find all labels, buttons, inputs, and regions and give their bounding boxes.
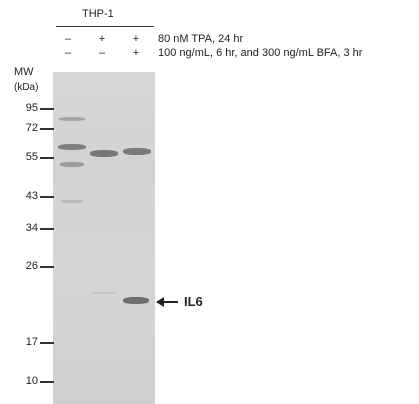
- band: [59, 117, 85, 121]
- mw-marker-label: 26: [25, 260, 38, 272]
- mw-marker-10: 10: [8, 375, 56, 387]
- band: [58, 144, 86, 150]
- mw-unit: (kDa): [14, 82, 39, 93]
- band: [61, 200, 83, 203]
- lane-2-condition-2: –: [98, 47, 106, 59]
- mw-marker-26: 26: [8, 260, 56, 272]
- mw-marker-17: 17: [8, 336, 56, 348]
- mw-marker-72: 72: [8, 122, 56, 134]
- band: [123, 297, 149, 304]
- cell-line-bar: [56, 26, 154, 27]
- lane-1-condition-2: –: [64, 47, 72, 59]
- mw-marker-43: 43: [8, 190, 56, 202]
- band: [91, 292, 115, 294]
- mw-tick: [40, 128, 54, 130]
- mw-marker-label: 95: [25, 102, 38, 114]
- lane-3-condition-1: +: [132, 33, 140, 45]
- mw-tick: [40, 228, 54, 230]
- cell-line-label: THP-1: [82, 8, 114, 20]
- mw-tick: [40, 342, 54, 344]
- mw-marker-label: 17: [25, 336, 38, 348]
- band: [123, 148, 151, 155]
- lane-3-condition-2: +: [132, 47, 140, 59]
- il6-label: IL6: [184, 294, 203, 309]
- mw-marker-label: 34: [25, 222, 38, 234]
- mw-marker-label: 55: [25, 151, 38, 163]
- mw-marker-55: 55: [8, 151, 56, 163]
- western-blot: [53, 72, 155, 404]
- mw-marker-label: 43: [25, 190, 38, 202]
- mw-marker-95: 95: [8, 102, 56, 114]
- arrow-shaft: [160, 301, 178, 303]
- condition-2-label: 100 ng/mL, 6 hr, and 300 ng/mL BFA, 3 hr: [158, 47, 363, 59]
- mw-title: MW: [14, 66, 34, 78]
- mw-marker-label: 72: [25, 122, 38, 134]
- mw-marker-label: 10: [25, 375, 38, 387]
- mw-marker-34: 34: [8, 222, 56, 234]
- mw-tick: [40, 108, 54, 110]
- mw-tick: [40, 266, 54, 268]
- lane-2-condition-1: +: [98, 33, 106, 45]
- condition-1-label: 80 nM TPA, 24 hr: [158, 33, 244, 45]
- band: [60, 162, 84, 167]
- mw-tick: [40, 157, 54, 159]
- lane-1-condition-1: –: [64, 33, 72, 45]
- band: [90, 150, 118, 157]
- mw-tick: [40, 381, 54, 383]
- mw-tick: [40, 196, 54, 198]
